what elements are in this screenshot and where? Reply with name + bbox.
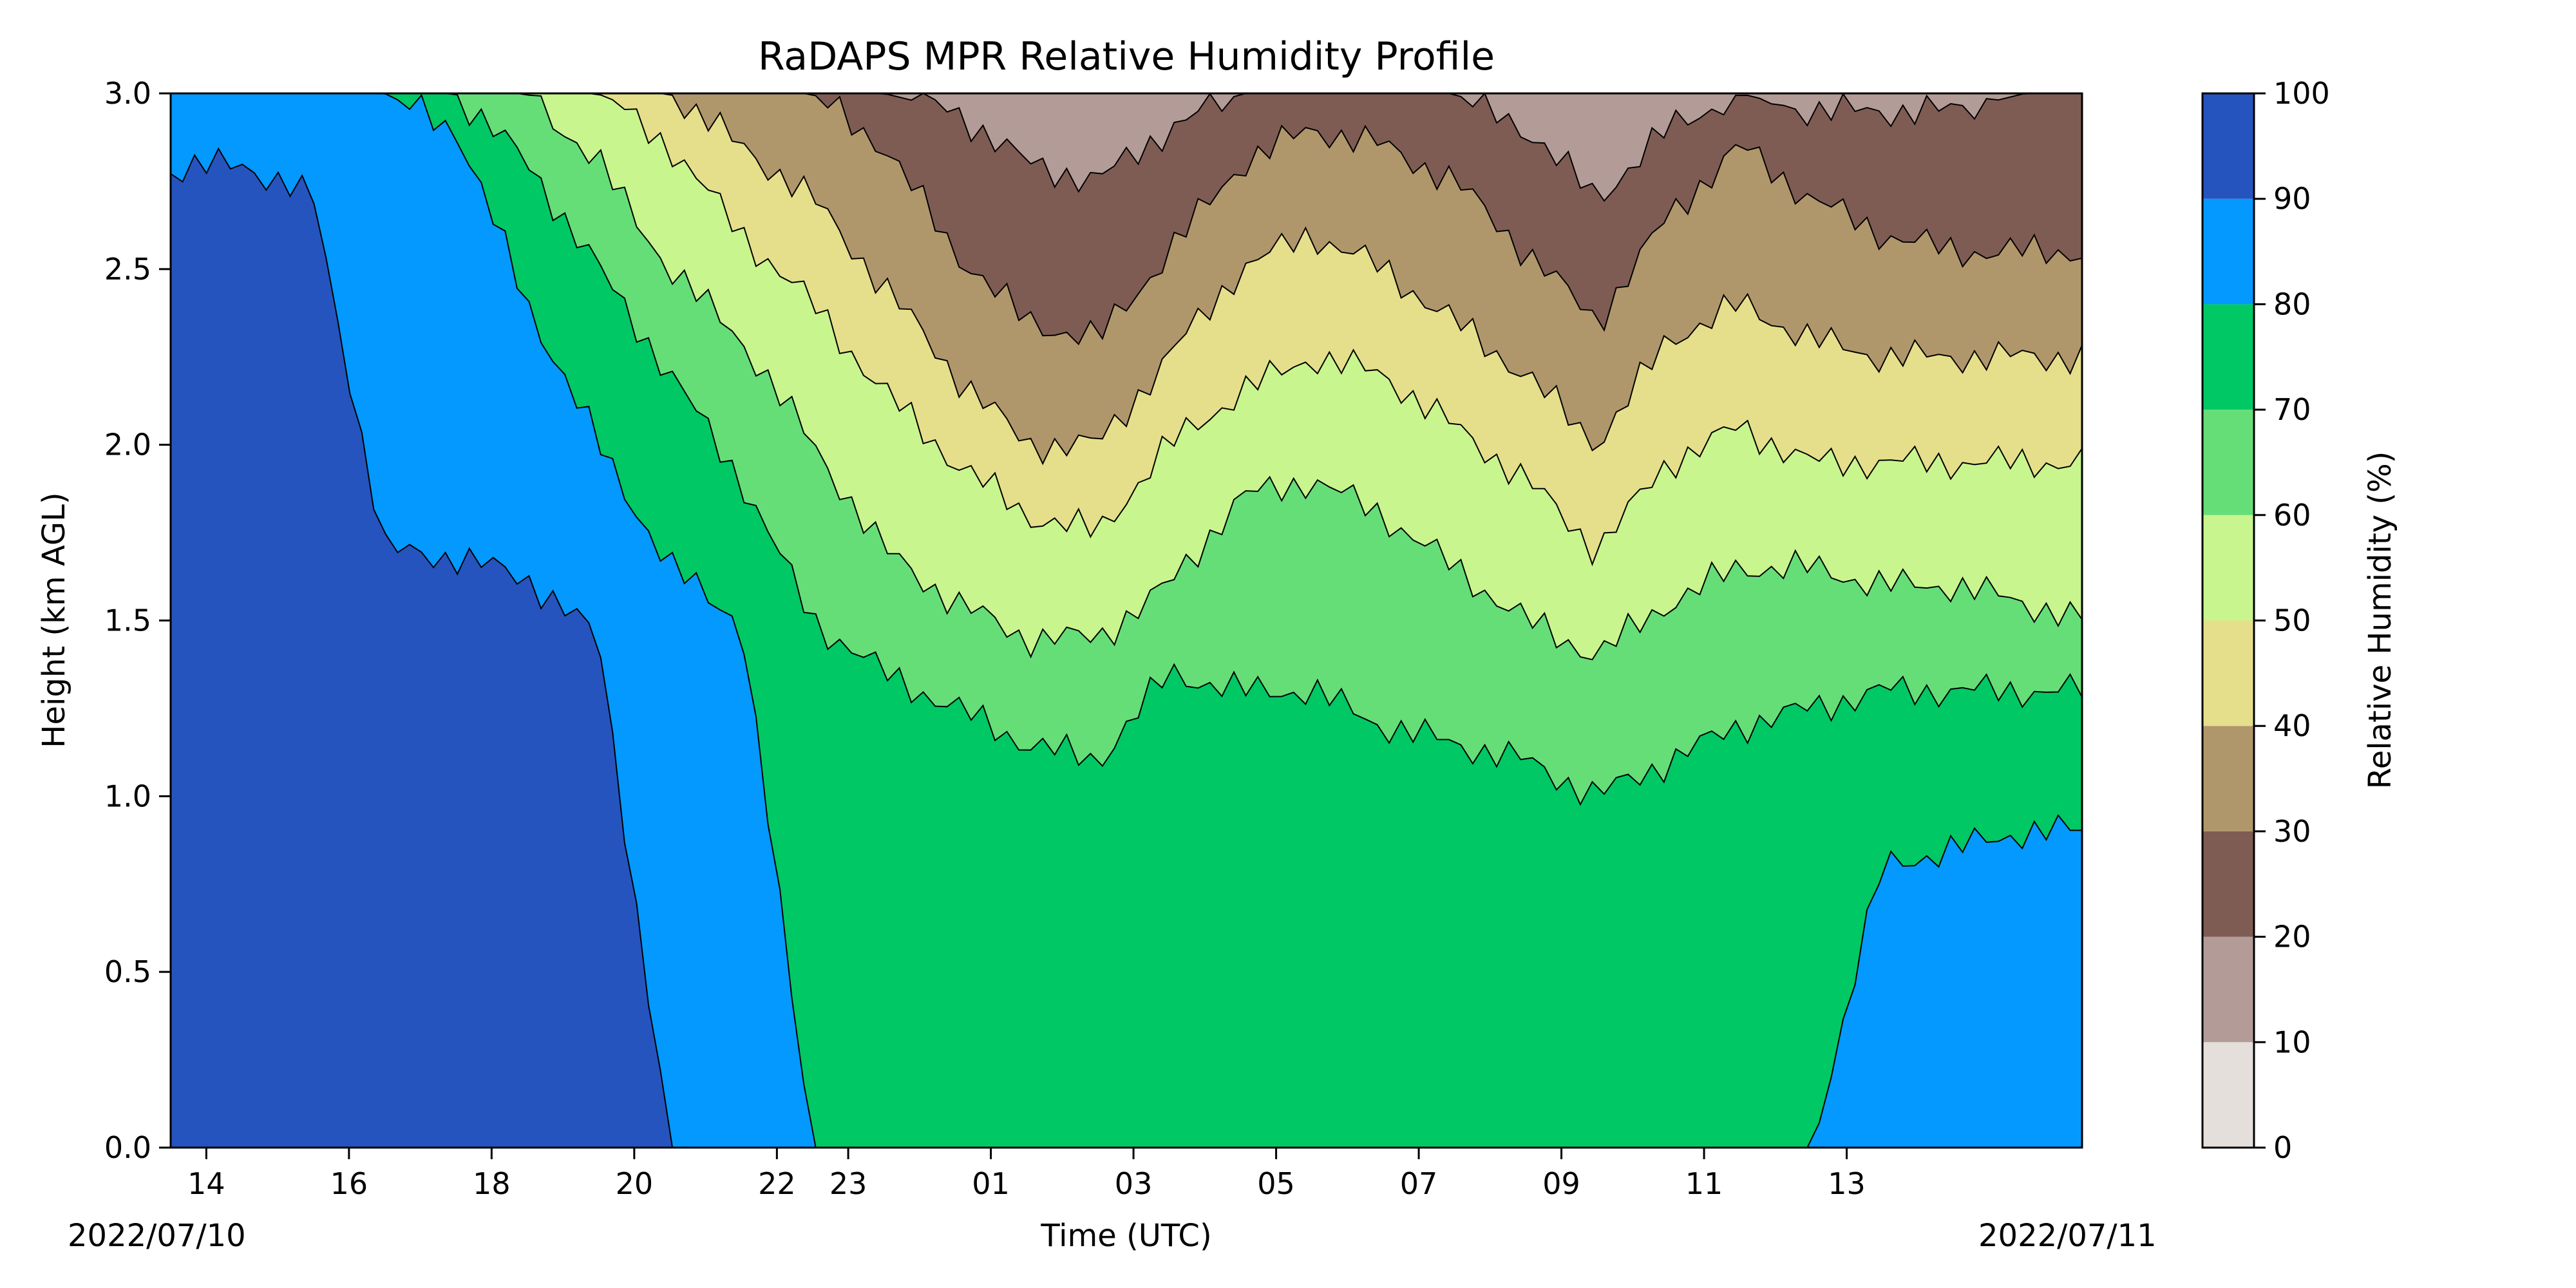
contour-band-rh-90-100	[171, 147, 2082, 1148]
y-tick-label: 2.0	[104, 428, 151, 462]
contour-bands	[171, 93, 2082, 1148]
colorbar-segment	[2202, 831, 2254, 937]
colorbar-tick-label: 100	[2273, 76, 2330, 111]
colorbar-segment	[2202, 726, 2254, 831]
x-tick-label: 23	[829, 1166, 867, 1201]
colorbar-tick-label: 50	[2273, 603, 2311, 638]
x-tick-label: 03	[1115, 1166, 1153, 1201]
y-tick-label: 0.0	[104, 1130, 151, 1165]
colorbar-label: Relative Humidity (%)	[2362, 451, 2398, 790]
contour-band-rh-80-90	[171, 93, 2082, 1148]
colorbar-tick-label: 20	[2273, 920, 2311, 954]
end-date-label: 2022/07/11	[1978, 1218, 2157, 1254]
y-tick-label: 3.0	[104, 76, 151, 111]
colorbar-segment	[2202, 620, 2254, 726]
colorbar-tick-label: 60	[2273, 498, 2311, 533]
plot-area	[171, 93, 2082, 1148]
colorbar-segment	[2202, 198, 2254, 305]
x-tick-label: 22	[758, 1166, 796, 1201]
x-tick-label: 07	[1400, 1166, 1438, 1201]
colorbar-tick-label: 90	[2273, 182, 2311, 216]
chart-title: RaDAPS MPR Relative Humidity Profile	[758, 34, 1495, 79]
y-axis-ticks: 0.0 0.5 1.0 1.5 2.0 2.5 3.0	[104, 76, 171, 1165]
x-tick-label: 20	[616, 1166, 654, 1201]
colorbar-segment	[2202, 515, 2254, 621]
colorbar-segment	[2202, 93, 2254, 199]
x-axis-label: Time (UTC)	[1040, 1218, 1211, 1254]
colorbar-tick-label: 70	[2273, 392, 2311, 427]
y-tick-label: 1.5	[104, 603, 151, 638]
y-tick-label: 0.5	[104, 954, 151, 989]
colorbar-tick-label: 30	[2273, 814, 2311, 849]
x-axis-ticks: 14 16 18 20 22 23 01 03 05 07 09 11 13	[187, 1148, 1866, 1201]
y-tick-label: 1.0	[104, 779, 151, 813]
x-tick-label: 09	[1542, 1166, 1580, 1201]
x-tick-label: 01	[972, 1166, 1010, 1201]
colorbar-tick-label: 0	[2273, 1130, 2292, 1165]
colorbar-segment	[2202, 936, 2254, 1043]
colorbar	[2202, 93, 2254, 1148]
colorbar-segment	[2202, 304, 2254, 410]
colorbar-ticks: 0 10 20 30 40 50 60 70 80 90 100	[2254, 76, 2330, 1165]
y-tick-label: 2.5	[104, 252, 151, 287]
x-tick-label: 11	[1685, 1166, 1723, 1201]
x-tick-label: 16	[330, 1166, 368, 1201]
colorbar-tick-label: 10	[2273, 1025, 2311, 1059]
x-tick-label: 05	[1257, 1166, 1295, 1201]
x-tick-label: 14	[187, 1166, 225, 1201]
colorbar-tick-label: 80	[2273, 287, 2311, 321]
x-tick-label: 18	[473, 1166, 511, 1201]
x-tick-label: 13	[1828, 1166, 1866, 1201]
colorbar-tick-label: 40	[2273, 708, 2311, 743]
colorbar-segment	[2202, 410, 2254, 515]
colorbar-segment	[2202, 1042, 2254, 1148]
start-date-label: 2022/07/10	[68, 1218, 246, 1254]
y-axis-label: Height (km AGL)	[36, 492, 72, 748]
